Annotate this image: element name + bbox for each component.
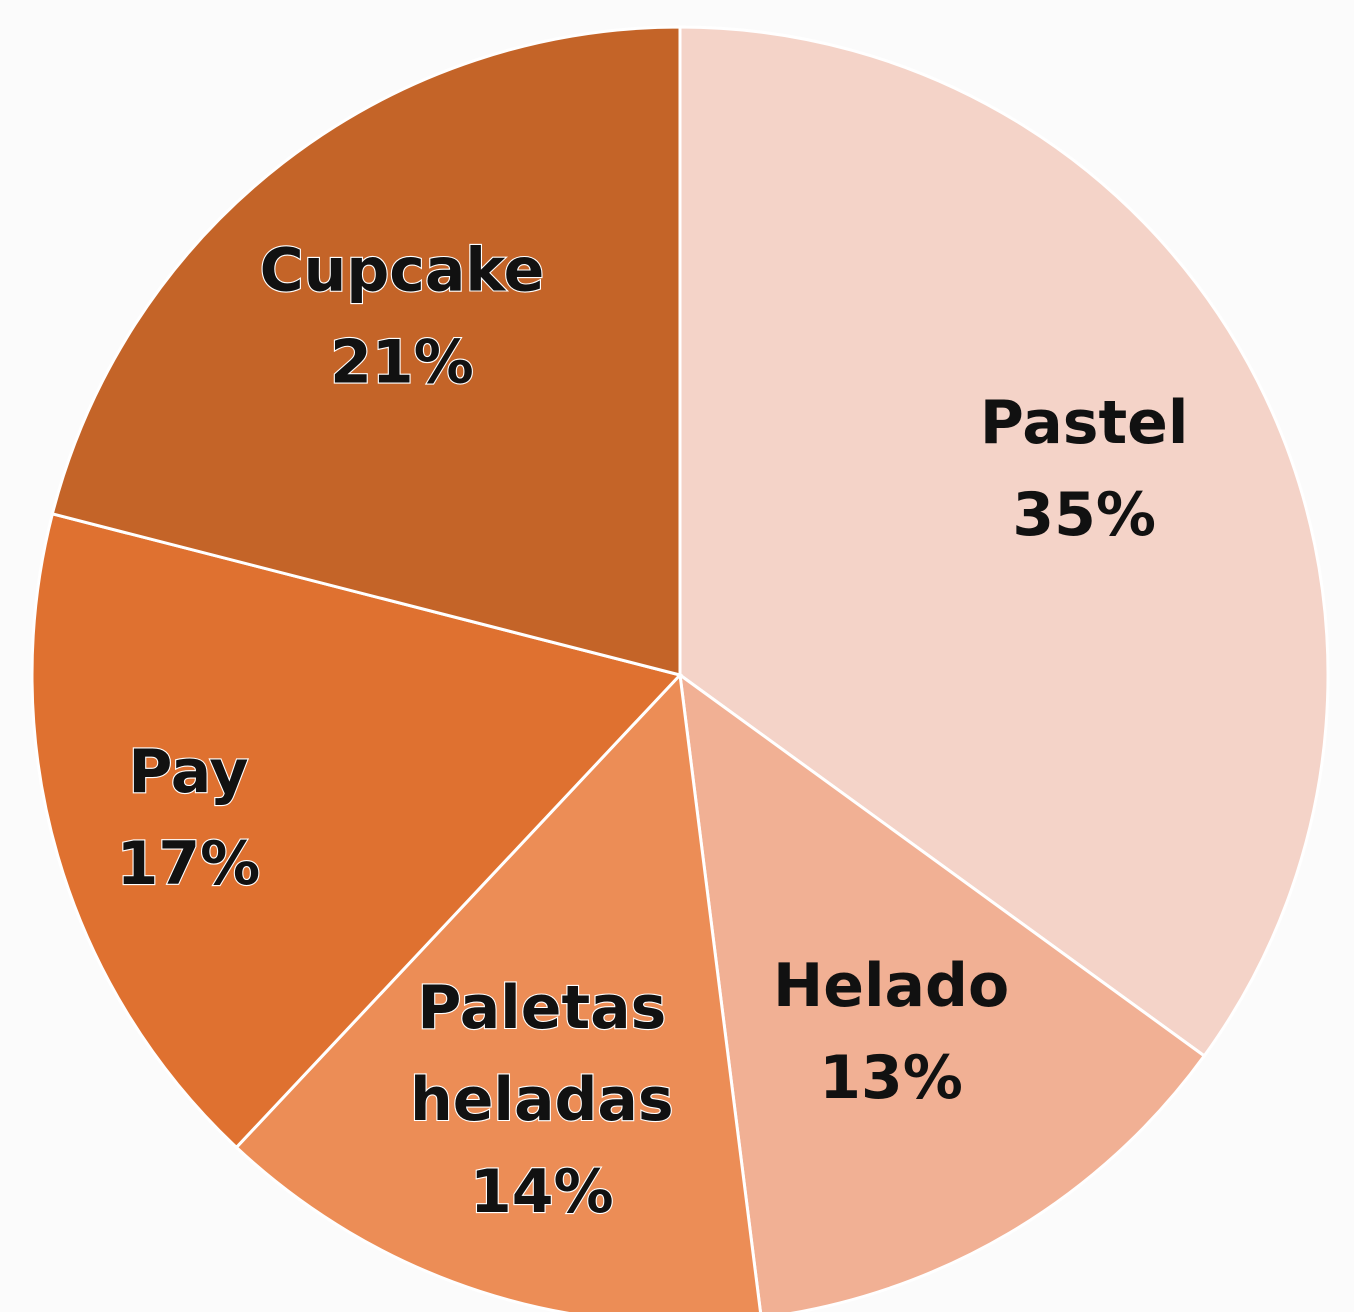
data-label-pastel: Pastel 35% xyxy=(980,388,1189,550)
data-label-line: 13% xyxy=(819,1043,963,1113)
data-label-pay: Pay 17% xyxy=(117,737,261,899)
data-label-line: Cupcake xyxy=(260,236,545,306)
data-label-line: Pastel xyxy=(980,388,1189,458)
pie-slice-pay xyxy=(30,512,683,1150)
data-label-line: Helado xyxy=(773,951,1009,1021)
data-label-line: heladas xyxy=(410,1065,674,1135)
data-label-cupcake: Cupcake 21% xyxy=(260,236,545,398)
pie-slices xyxy=(30,25,1330,1312)
data-label-line: 14% xyxy=(470,1157,614,1227)
data-label-line: 21% xyxy=(330,328,474,398)
data-label-line: 17% xyxy=(117,829,261,899)
data-label-paletas-heladas: Paletas heladas 14% xyxy=(410,973,674,1227)
data-label-line: Paletas xyxy=(417,973,666,1043)
pie-slice-pastel xyxy=(678,25,1330,1058)
data-label-helado: Helado 13% xyxy=(773,951,1009,1113)
data-label-line: Pay xyxy=(128,737,248,807)
pie-slice-cupcake xyxy=(50,25,682,677)
pie-labels: Pastel 35% Helado 13% Paletas heladas 14% Pay 17… xyxy=(115,234,1189,1228)
pie-slice-paletas-heladas xyxy=(234,671,762,1312)
pie-slice-helado xyxy=(678,671,1207,1312)
data-label-line: 35% xyxy=(1012,480,1156,550)
